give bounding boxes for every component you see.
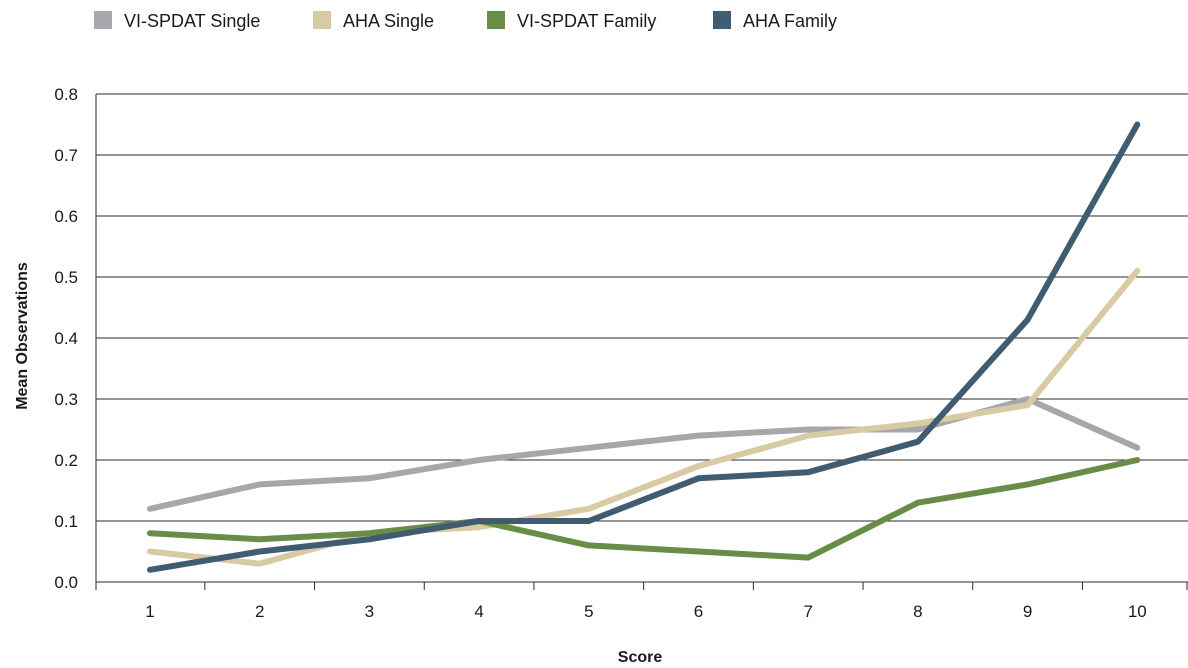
series-line-vi-spdat-family (147, 457, 1141, 561)
y-tick-label: 0.6 (54, 207, 78, 226)
x-tick-label: 8 (913, 602, 922, 621)
series-lines (147, 121, 1141, 573)
y-axis-tick-labels: 0.0 0.1 0.2 0.3 0.4 0.5 0.6 0.7 0.8 (54, 85, 78, 592)
x-axis: 1 2 3 4 5 6 7 8 9 10 (95, 94, 1188, 621)
x-axis-title: Score (618, 649, 663, 666)
x-tick-label: 10 (1128, 602, 1147, 621)
legend-label-aha-single: AHA Single (343, 11, 434, 31)
legend-swatch-aha-family (713, 11, 731, 29)
x-tick-label: 6 (694, 602, 703, 621)
series-line-aha-family (147, 121, 1141, 573)
y-tick-label: 0.8 (54, 85, 78, 104)
y-tick-label: 0.0 (54, 573, 78, 592)
y-tick-label: 0.3 (54, 390, 78, 409)
x-tick-label: 5 (584, 602, 593, 621)
y-axis-title: Mean Observations (14, 262, 31, 410)
legend-label-vi-spdat-single: VI-SPDAT Single (124, 11, 260, 31)
x-tick-label: 9 (1023, 602, 1032, 621)
y-tick-label: 0.1 (54, 512, 78, 531)
gridlines (96, 93, 1188, 583)
x-tick-label: 3 (365, 602, 374, 621)
legend-swatch-aha-single (313, 11, 331, 29)
series-line-aha-single (147, 267, 1141, 567)
y-tick-label: 0.4 (54, 329, 78, 348)
y-tick-label: 0.5 (54, 268, 78, 287)
x-tick-label: 2 (255, 602, 264, 621)
legend: VI-SPDAT Single AHA Single VI-SPDAT Family… (94, 11, 837, 31)
x-tick-label: 7 (803, 602, 812, 621)
legend-swatch-vi-spdat-family (487, 11, 505, 29)
x-tick-label: 4 (474, 602, 483, 621)
y-tick-label: 0.2 (54, 451, 78, 470)
legend-swatch-vi-spdat-single (94, 11, 112, 29)
legend-label-vi-spdat-family: VI-SPDAT Family (517, 11, 656, 31)
legend-label-aha-family: AHA Family (743, 11, 837, 31)
x-tick-label: 1 (145, 602, 154, 621)
y-tick-label: 0.7 (54, 146, 78, 165)
